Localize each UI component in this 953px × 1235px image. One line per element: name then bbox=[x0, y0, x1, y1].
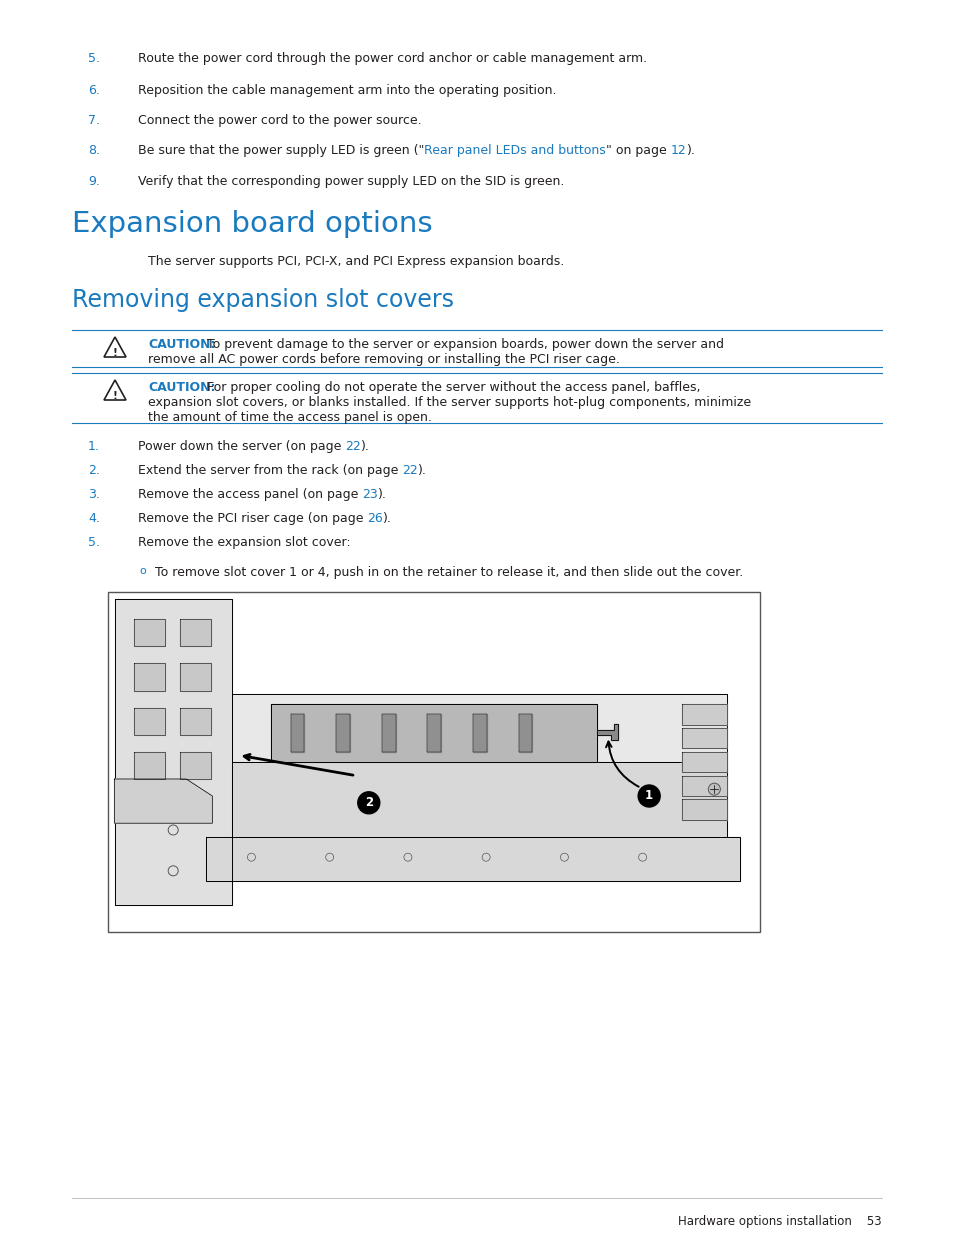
Text: Verify that the corresponding power supply LED on the SID is green.: Verify that the corresponding power supp… bbox=[138, 175, 564, 188]
Polygon shape bbox=[134, 663, 165, 690]
Text: 12: 12 bbox=[670, 144, 686, 157]
Text: 5.: 5. bbox=[88, 536, 100, 550]
Text: o: o bbox=[139, 566, 146, 576]
Text: expansion slot covers, or blanks installed. If the server supports hot-plug comp: expansion slot covers, or blanks install… bbox=[148, 396, 750, 409]
Text: Expansion board options: Expansion board options bbox=[71, 210, 432, 238]
Polygon shape bbox=[381, 714, 395, 752]
Text: CAUTION:: CAUTION: bbox=[148, 338, 215, 351]
Text: Extend the server from the rack (on page: Extend the server from the rack (on page bbox=[138, 464, 402, 477]
FancyArrowPatch shape bbox=[605, 741, 638, 787]
Circle shape bbox=[638, 785, 659, 806]
Polygon shape bbox=[206, 837, 740, 881]
Polygon shape bbox=[681, 704, 726, 725]
Polygon shape bbox=[681, 752, 726, 772]
Polygon shape bbox=[473, 714, 486, 752]
Text: To remove slot cover 1 or 4, push in on the retainer to release it, and then sli: To remove slot cover 1 or 4, push in on … bbox=[154, 566, 742, 579]
Text: Remove the expansion slot cover:: Remove the expansion slot cover: bbox=[138, 536, 351, 550]
Polygon shape bbox=[179, 663, 211, 690]
Polygon shape bbox=[291, 714, 304, 752]
Text: Remove the PCI riser cage (on page: Remove the PCI riser cage (on page bbox=[138, 513, 367, 525]
Polygon shape bbox=[681, 799, 726, 820]
Polygon shape bbox=[232, 694, 726, 762]
Text: ).: ). bbox=[377, 488, 387, 501]
Polygon shape bbox=[179, 752, 211, 779]
Text: Rear panel LEDs and buttons: Rear panel LEDs and buttons bbox=[424, 144, 605, 157]
Text: ).: ). bbox=[383, 513, 392, 525]
Text: For proper cooling do not operate the server without the access panel, baffles,: For proper cooling do not operate the se… bbox=[203, 382, 700, 394]
Polygon shape bbox=[232, 762, 726, 837]
Circle shape bbox=[708, 783, 720, 795]
Text: 22: 22 bbox=[345, 440, 361, 453]
Polygon shape bbox=[271, 704, 597, 762]
Text: Removing expansion slot covers: Removing expansion slot covers bbox=[71, 288, 454, 312]
Text: 6.: 6. bbox=[88, 84, 100, 98]
Text: CAUTION:: CAUTION: bbox=[148, 382, 215, 394]
Circle shape bbox=[357, 792, 379, 814]
Text: Power down the server (on page: Power down the server (on page bbox=[138, 440, 345, 453]
Polygon shape bbox=[518, 714, 532, 752]
Text: 22: 22 bbox=[402, 464, 417, 477]
Polygon shape bbox=[597, 724, 618, 740]
Polygon shape bbox=[114, 779, 213, 824]
Text: 8.: 8. bbox=[88, 144, 100, 157]
Text: 2.: 2. bbox=[88, 464, 100, 477]
Text: " on page: " on page bbox=[605, 144, 670, 157]
Text: 1.: 1. bbox=[88, 440, 100, 453]
Polygon shape bbox=[681, 727, 726, 748]
Text: Route the power cord through the power cord anchor or cable management arm.: Route the power cord through the power c… bbox=[138, 52, 646, 65]
Polygon shape bbox=[114, 599, 232, 905]
Polygon shape bbox=[134, 619, 165, 646]
Text: ).: ). bbox=[686, 144, 695, 157]
Text: 5.: 5. bbox=[88, 52, 100, 65]
Text: 4.: 4. bbox=[88, 513, 100, 525]
Text: 26: 26 bbox=[367, 513, 383, 525]
Bar bbox=[108, 592, 760, 932]
Text: ).: ). bbox=[417, 464, 427, 477]
Text: 7.: 7. bbox=[88, 114, 100, 127]
Text: To prevent damage to the server or expansion boards, power down the server and: To prevent damage to the server or expan… bbox=[203, 338, 723, 351]
Text: 2: 2 bbox=[364, 795, 373, 809]
Text: Be sure that the power supply LED is green (": Be sure that the power supply LED is gre… bbox=[138, 144, 424, 157]
Text: ).: ). bbox=[361, 440, 370, 453]
Text: !: ! bbox=[112, 391, 117, 401]
Text: 1: 1 bbox=[644, 789, 653, 802]
Polygon shape bbox=[134, 752, 165, 779]
Text: The server supports PCI, PCI-X, and PCI Express expansion boards.: The server supports PCI, PCI-X, and PCI … bbox=[148, 254, 563, 268]
Polygon shape bbox=[134, 708, 165, 735]
Text: 23: 23 bbox=[362, 488, 377, 501]
Polygon shape bbox=[427, 714, 440, 752]
Polygon shape bbox=[179, 619, 211, 646]
Text: 9.: 9. bbox=[88, 175, 100, 188]
Text: remove all AC power cords before removing or installing the PCI riser cage.: remove all AC power cords before removin… bbox=[148, 353, 619, 366]
Text: Connect the power cord to the power source.: Connect the power cord to the power sour… bbox=[138, 114, 421, 127]
Text: Reposition the cable management arm into the operating position.: Reposition the cable management arm into… bbox=[138, 84, 556, 98]
Polygon shape bbox=[179, 708, 211, 735]
Text: Hardware options installation    53: Hardware options installation 53 bbox=[678, 1215, 882, 1228]
Text: Remove the access panel (on page: Remove the access panel (on page bbox=[138, 488, 362, 501]
Text: !: ! bbox=[112, 348, 117, 358]
Text: 3.: 3. bbox=[88, 488, 100, 501]
Text: the amount of time the access panel is open.: the amount of time the access panel is o… bbox=[148, 411, 432, 424]
Polygon shape bbox=[681, 776, 726, 797]
Polygon shape bbox=[335, 714, 350, 752]
